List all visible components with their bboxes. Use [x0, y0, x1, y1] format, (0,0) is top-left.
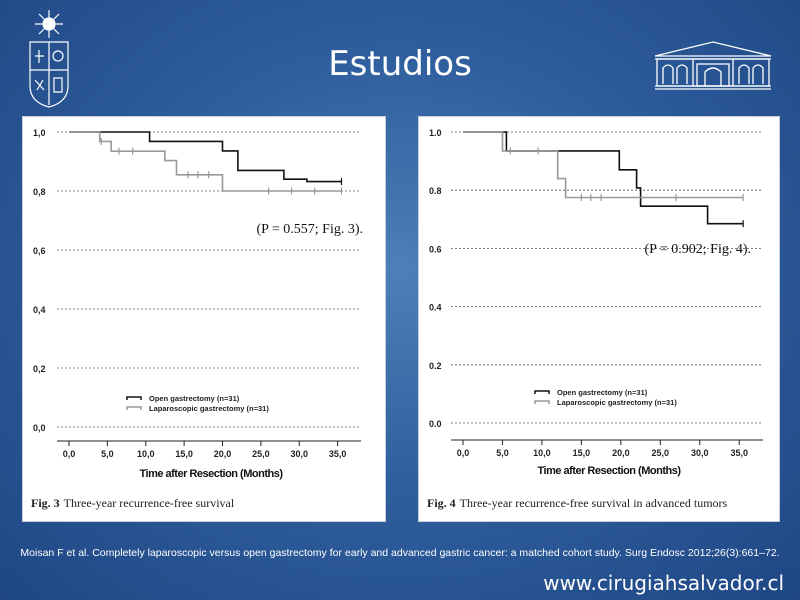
- legend-swatch: [534, 390, 550, 394]
- x-tick-label: 35,0: [730, 448, 748, 458]
- legend-swatch: [126, 396, 142, 400]
- x-axis-label: Time after Resection (Months): [538, 465, 682, 477]
- legend-label: Laparoscopic gastrectomy (n=31): [149, 404, 269, 413]
- x-tick-label: 0,0: [63, 449, 76, 459]
- figure-label: Fig. 4: [427, 496, 456, 510]
- chart-panel-fig4: 0.0 0.2 0.4 0.6 0.8 1.0 0,0 5,0 10,0 15,0 20,0 25,0…: [418, 116, 780, 522]
- x-tick-label: 15,0: [175, 449, 193, 459]
- series-line-open: [463, 131, 744, 225]
- x-tick-label: 5,0: [496, 448, 509, 458]
- figure-caption-text: Three-year recurrence-free survival in a…: [459, 496, 728, 510]
- figure-caption: Fig. 4 Three-year recurrence-free surviva…: [427, 496, 727, 511]
- x-tick-label: 0,0: [457, 448, 470, 458]
- y-tick-label: 0.6: [429, 244, 442, 254]
- x-tick-label: 10,0: [137, 449, 155, 459]
- legend-label: Open gastrectomy (n=31): [149, 394, 240, 403]
- x-tick-label: 25,0: [652, 448, 670, 458]
- survival-chart-fig4: 0.0 0.2 0.4 0.6 0.8 1.0 0,0 5,0 10,0 15,0 20,0 25,0…: [429, 128, 763, 477]
- p-value-annotation: (P = 0.902; Fig. 4).: [644, 242, 751, 257]
- y-tick-label: 1,0: [33, 128, 46, 138]
- series-line-laparoscopic: [463, 131, 744, 199]
- series-line-laparoscopic: [69, 131, 342, 192]
- x-tick-label: 20,0: [612, 448, 630, 458]
- y-tick-label: 0,2: [33, 364, 46, 374]
- slide-title: Estudios: [328, 44, 472, 84]
- x-tick-label: 15,0: [573, 448, 591, 458]
- x-tick-label: 10,0: [533, 448, 551, 458]
- y-tick-label: 0,0: [33, 423, 46, 433]
- y-tick-label: 0.4: [429, 303, 442, 313]
- y-tick-label: 1.0: [429, 128, 442, 138]
- figure-caption-text: Three-year recurrence-free survival: [63, 496, 235, 510]
- x-tick-label: 35,0: [329, 449, 347, 459]
- x-tick-label: 25,0: [252, 449, 270, 459]
- y-tick-label: 0,4: [33, 305, 46, 315]
- y-tick-label: 0.8: [429, 186, 442, 196]
- survival-chart-fig3: 0,0 0,2 0,4 0,6 0,8 1,0 0,0 5,0 10,0 15,0 20,0 25,0…: [33, 128, 363, 480]
- p-value-annotation: (P = 0.557; Fig. 3).: [256, 222, 363, 237]
- chart-panel-fig3: 0,0 0,2 0,4 0,6 0,8 1,0 0,0 5,0 10,0 15,0 20,0 25,0…: [22, 116, 386, 522]
- y-tick-label: 0.2: [429, 361, 442, 371]
- figure-caption: Fig. 3 Three-year recurrence-free surviva…: [31, 496, 234, 511]
- legend-swatch: [534, 400, 550, 404]
- x-tick-label: 30,0: [691, 448, 709, 458]
- x-tick-label: 30,0: [291, 449, 309, 459]
- y-tick-label: 0,6: [33, 246, 46, 256]
- legend-label: Laparoscopic gastrectomy (n=31): [557, 398, 677, 407]
- legend-label: Open gastrectomy (n=31): [557, 388, 648, 397]
- y-tick-label: 0,8: [33, 187, 46, 197]
- university-crest-logo: [26, 8, 72, 113]
- x-tick-label: 20,0: [214, 449, 232, 459]
- hospital-building-logo: [653, 40, 773, 95]
- x-tick-label: 5,0: [101, 449, 114, 459]
- legend-swatch: [126, 406, 142, 410]
- website-link[interactable]: www.cirugiahsalvador.cl: [543, 571, 784, 595]
- citation-text: Moisan F et al. Completely laparoscopic …: [20, 547, 780, 559]
- figure-label: Fig. 3: [31, 496, 60, 510]
- x-axis-label: Time after Resection (Months): [140, 468, 284, 480]
- y-tick-label: 0.0: [429, 419, 442, 429]
- series-line-open: [69, 131, 342, 183]
